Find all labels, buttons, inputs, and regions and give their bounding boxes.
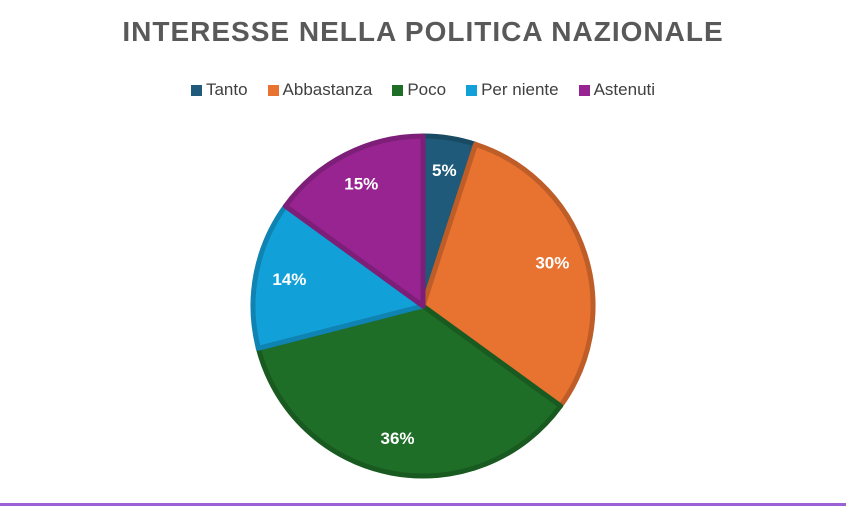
- pie-slice: [250, 203, 426, 351]
- data-label: 15%: [344, 174, 378, 193]
- legend-label: Astenuti: [593, 80, 656, 99]
- legend-label: Tanto: [205, 80, 248, 99]
- data-label: 36%: [381, 429, 415, 448]
- data-label: 14%: [272, 270, 306, 289]
- legend-item: Abbastanza: [267, 80, 373, 100]
- legend-swatch: [578, 84, 590, 96]
- data-label: 5%: [432, 161, 457, 180]
- legend-swatch: [392, 84, 404, 96]
- pie-slice: [255, 303, 564, 479]
- bottom-divider: [0, 503, 846, 506]
- legend-swatch: [466, 84, 478, 96]
- legend-item: Tanto: [190, 80, 248, 100]
- legend-label: Per niente: [481, 80, 559, 99]
- legend-label: Abbastanza: [282, 80, 373, 99]
- legend-item: Astenuti: [578, 80, 656, 100]
- legend-swatch: [267, 84, 279, 96]
- legend-swatch: [190, 84, 202, 96]
- legend-label: Poco: [407, 80, 447, 99]
- data-label: 30%: [535, 253, 569, 272]
- pie-slice: [420, 141, 596, 409]
- pie-slice: [282, 133, 426, 309]
- chart-title: INTERESSE NELLA POLITICA NAZIONALE: [122, 16, 724, 47]
- legend-item: Poco: [392, 80, 446, 100]
- legend-item: Per niente: [466, 80, 559, 100]
- chart-legend: Tanto Abbastanza Poco Per niente Astenuti: [0, 80, 846, 100]
